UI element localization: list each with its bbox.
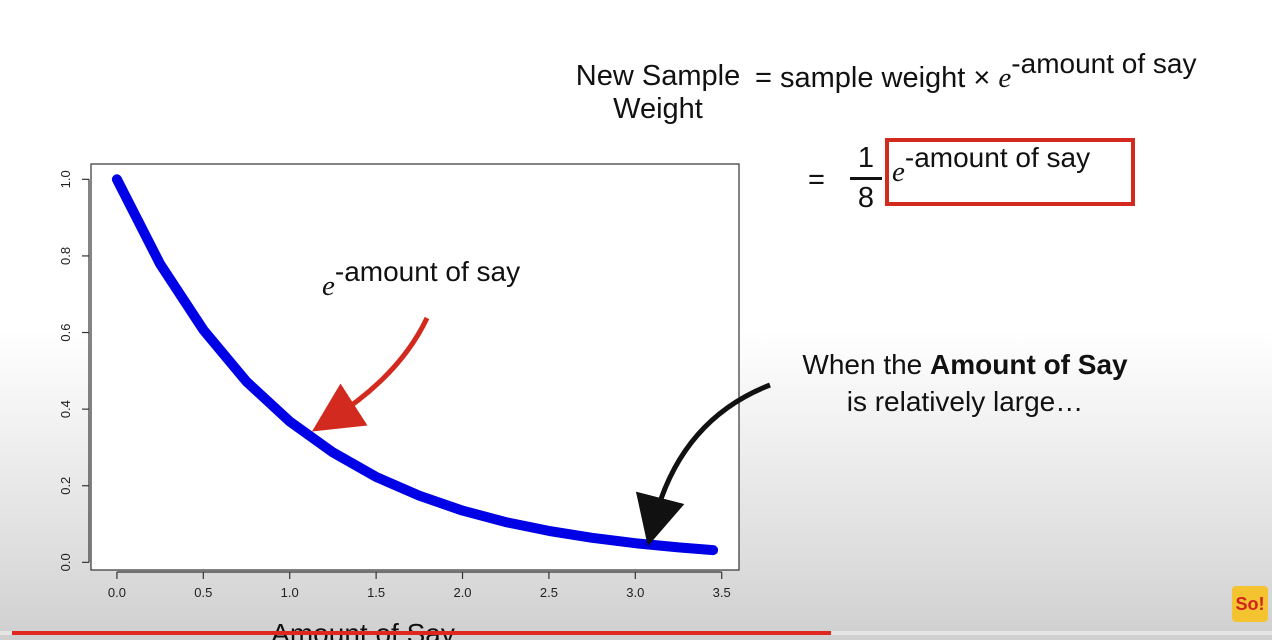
formula-lhs-line2: Weight bbox=[613, 93, 703, 125]
x-tick-label: 1.5 bbox=[367, 585, 385, 600]
y-tick-label: 1.0 bbox=[58, 170, 73, 188]
fraction-denominator: 8 bbox=[857, 182, 875, 214]
x-axis-label: Amount of Say bbox=[271, 618, 455, 640]
x-tick-label: 1.0 bbox=[281, 585, 299, 600]
formula-exponent: -amount of say bbox=[1011, 48, 1197, 79]
annotation-line1-pre: When the bbox=[802, 349, 931, 380]
video-progress-fill bbox=[12, 631, 831, 635]
formula-exponent-2: -amount of say bbox=[904, 142, 1091, 173]
y-tick-label: 0.4 bbox=[58, 400, 73, 418]
plot-frame bbox=[90, 163, 740, 571]
channel-logo[interactable]: So! bbox=[1232, 586, 1268, 622]
formula-e-2: e bbox=[892, 156, 905, 188]
curve-annotation: e-amount of say bbox=[322, 256, 520, 303]
annotation-e: e bbox=[322, 270, 335, 302]
x-tick-label: 0.0 bbox=[108, 585, 126, 600]
axes: 0.0 0.5 1.0 1.5 2.0 2.5 3.0 3.5 0.0 0.2 0.4 0.6 0.8 1… bbox=[58, 170, 731, 600]
highlight-box bbox=[885, 138, 1135, 206]
formula-e: e bbox=[998, 62, 1012, 94]
fraction: 1 8 bbox=[846, 142, 886, 213]
x-tick-label: 0.5 bbox=[194, 585, 212, 600]
formula-equals: = bbox=[808, 164, 825, 196]
formula-rhs-2: e-amount of say bbox=[892, 142, 1090, 189]
formula-lhs-line1: New Sample bbox=[575, 60, 741, 92]
y-tick-label: 0.2 bbox=[58, 477, 73, 495]
fraction-numerator: 1 bbox=[857, 142, 875, 174]
formula-rhs-1-text: = sample weight × bbox=[755, 62, 991, 94]
annotation-line1-bold: Amount of Say bbox=[930, 349, 1128, 380]
formula-lhs: New Sample Weight bbox=[560, 60, 756, 126]
y-tick-label: 0.6 bbox=[58, 323, 73, 341]
black-arrow bbox=[635, 382, 771, 547]
annotation-line2: is relatively large… bbox=[846, 386, 1084, 417]
x-tick-label: 3.0 bbox=[626, 585, 644, 600]
annotation-exponent: -amount of say bbox=[334, 256, 521, 287]
y-tick-label: 0.0 bbox=[58, 553, 73, 571]
series-line bbox=[111, 174, 719, 556]
x-tick-label: 2.5 bbox=[540, 585, 558, 600]
annotation-line1: When the Amount of Say bbox=[760, 346, 1170, 383]
x-tick-label: 2.0 bbox=[453, 585, 471, 600]
red-arrow bbox=[311, 316, 430, 432]
y-tick-label: 0.8 bbox=[58, 247, 73, 265]
formula-rhs-1: = sample weight × e-amount of say bbox=[755, 48, 1197, 95]
video-progress-bar[interactable] bbox=[0, 631, 1272, 635]
x-tick-label: 3.5 bbox=[713, 585, 731, 600]
fraction-bar bbox=[850, 177, 882, 180]
large-say-annotation: When the Amount of Say is relatively lar… bbox=[760, 346, 1170, 420]
